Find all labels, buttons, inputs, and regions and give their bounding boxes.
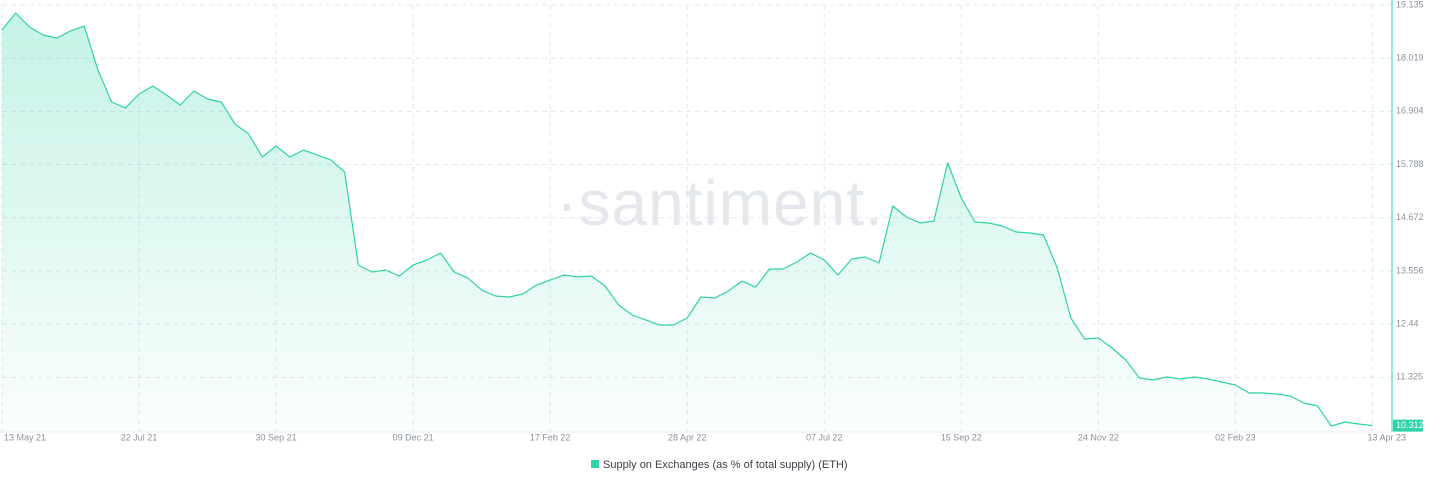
x-tick-label: 28 Apr 22 bbox=[668, 432, 707, 442]
x-tick-label: 17 Feb 22 bbox=[530, 432, 571, 442]
line bbox=[1, 12, 1373, 427]
x-tick-label: 09 Dec 21 bbox=[393, 432, 434, 442]
x-tick-label: 22 Jul 21 bbox=[121, 432, 158, 442]
x-tick-label: 07 Jul 22 bbox=[806, 432, 843, 442]
y-tick-label: 19.135 bbox=[1396, 0, 1424, 9]
y-tick-label: 11.325 bbox=[1396, 372, 1423, 382]
x-tick-label: 13 May 21 bbox=[4, 432, 46, 442]
y-tick-label: 15.788 bbox=[1396, 159, 1424, 169]
y-tick-label: 14.672 bbox=[1396, 212, 1424, 222]
y-tick-label: 12.44 bbox=[1396, 319, 1419, 329]
x-tick-label: 13 Apr 23 bbox=[1367, 432, 1406, 442]
last-value-label: 10.312 bbox=[1396, 420, 1424, 430]
y-tick-label: 16.904 bbox=[1396, 106, 1424, 116]
x-tick-label: 24 Nov 22 bbox=[1078, 432, 1119, 442]
y-tick-label: 18.019 bbox=[1396, 53, 1424, 63]
legend-item: Supply on Exchanges (as % of total suppl… bbox=[591, 459, 848, 471]
legend-label: Supply on Exchanges (as % of total suppl… bbox=[603, 459, 848, 471]
watermark: ·santiment. bbox=[556, 167, 884, 239]
x-tick-label: 15 Sep 22 bbox=[941, 432, 982, 442]
area bbox=[2, 13, 1373, 432]
x-tick-label: 02 Feb 23 bbox=[1215, 432, 1256, 442]
legend-swatch bbox=[591, 460, 599, 468]
y-tick-label: 13.556 bbox=[1396, 265, 1424, 275]
x-tick-label: 30 Sep 21 bbox=[256, 432, 297, 442]
last-value-badge bbox=[1393, 419, 1423, 432]
